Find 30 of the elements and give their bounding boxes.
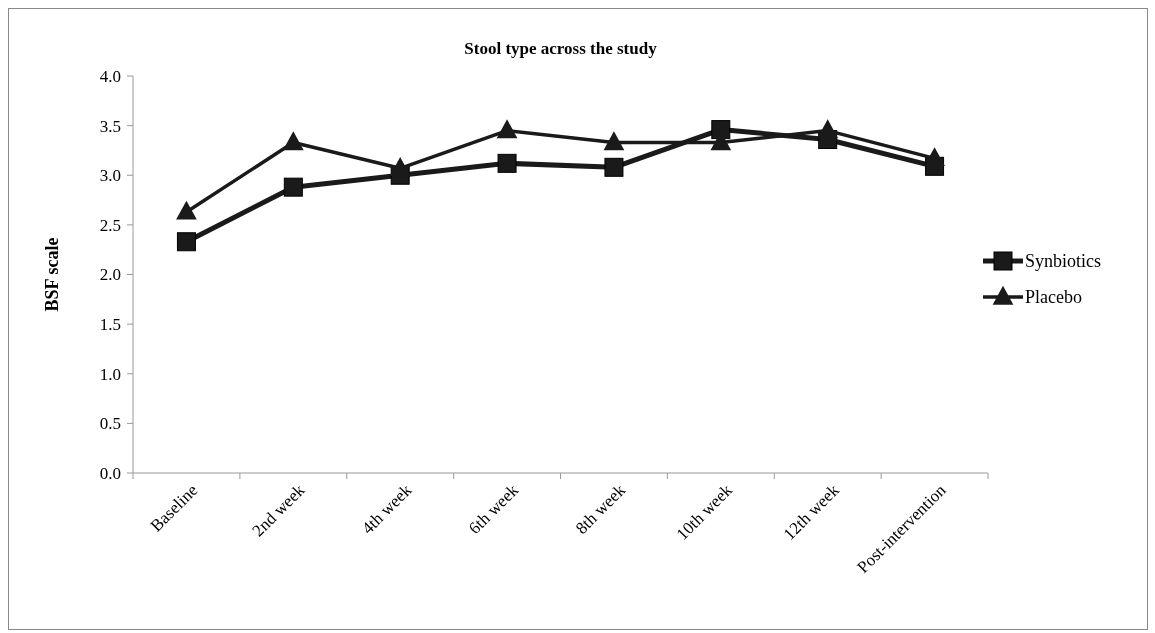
y-tick-label: 2.5 — [99, 215, 121, 235]
point — [924, 147, 945, 167]
point — [496, 119, 518, 139]
legend-label: Synbiotics — [1025, 251, 1102, 272]
y-tick-label: 0.5 — [99, 414, 121, 434]
x-tick-label: 10th week — [672, 480, 737, 544]
point — [176, 200, 197, 220]
y-axis-title: BSF scale — [42, 237, 62, 312]
point — [603, 131, 625, 151]
x-tick-label: 8th week — [571, 480, 630, 538]
y-tick-label: 1.0 — [99, 364, 121, 384]
point — [604, 157, 624, 177]
point — [283, 177, 303, 197]
y-tick-label: 4.0 — [99, 66, 121, 86]
y-tick-label: 3.5 — [99, 116, 121, 136]
x-tick-label: 2nd week — [248, 480, 309, 541]
y-tick-label: 3.0 — [99, 166, 121, 186]
x-tick-label: 4th week — [358, 480, 416, 538]
point — [817, 119, 839, 139]
x-tick-label: 12th week — [779, 480, 844, 544]
point — [497, 153, 517, 173]
point — [389, 157, 411, 176]
legend-label: Placebo — [1025, 287, 1082, 308]
point — [282, 131, 304, 151]
y-tick-label: 0.0 — [99, 463, 121, 483]
point — [176, 232, 196, 252]
y-tick-label: 1.5 — [99, 315, 121, 335]
x-tick-label: 6th week — [464, 480, 523, 538]
chart-title: Stool type across the study — [464, 39, 658, 58]
y-tick-label: 2.0 — [99, 265, 121, 285]
